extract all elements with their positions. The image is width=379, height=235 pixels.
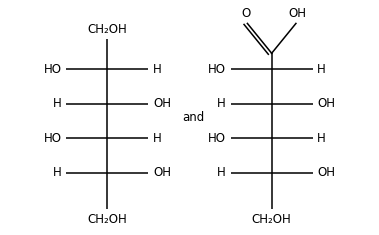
Text: HO: HO: [208, 132, 226, 145]
Text: OH: OH: [153, 97, 171, 110]
Text: and: and: [182, 111, 204, 124]
Text: H: H: [53, 166, 62, 179]
Text: H: H: [317, 63, 326, 76]
Text: OH: OH: [317, 97, 335, 110]
Text: H: H: [53, 97, 62, 110]
Text: HO: HO: [44, 63, 62, 76]
Text: HO: HO: [44, 132, 62, 145]
Text: H: H: [153, 63, 162, 76]
Text: H: H: [217, 97, 226, 110]
Text: OH: OH: [317, 166, 335, 179]
Text: H: H: [217, 166, 226, 179]
Text: OH: OH: [153, 166, 171, 179]
Text: OH: OH: [289, 7, 307, 20]
Text: CH₂OH: CH₂OH: [252, 213, 291, 226]
Text: H: H: [317, 132, 326, 145]
Text: HO: HO: [208, 63, 226, 76]
Text: CH₂OH: CH₂OH: [88, 23, 127, 36]
Text: O: O: [241, 7, 250, 20]
Text: H: H: [153, 132, 162, 145]
Text: CH₂OH: CH₂OH: [88, 213, 127, 226]
